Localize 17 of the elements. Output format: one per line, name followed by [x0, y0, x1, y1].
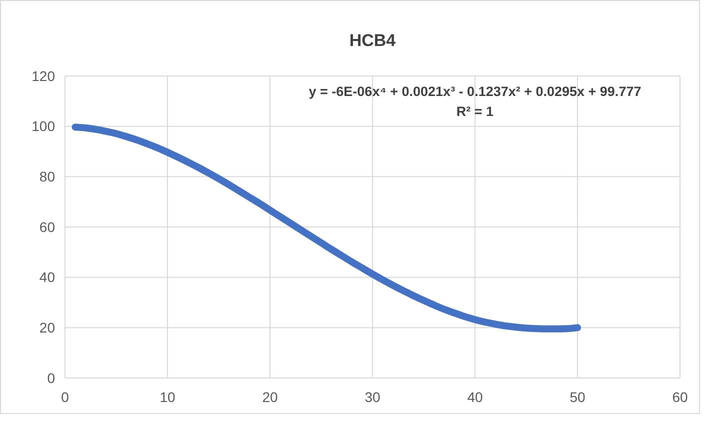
x-tick-label: 10	[160, 389, 176, 405]
x-tick-label: 30	[364, 389, 380, 405]
x-tick-label: 60	[672, 389, 688, 405]
y-tick-label: 120	[32, 68, 56, 84]
x-tick-label: 0	[61, 389, 70, 405]
x-tick-label: 50	[570, 389, 586, 405]
x-tick-label: 20	[262, 389, 278, 405]
x-tick-label: 40	[467, 389, 483, 405]
annotation: y = -6E-06x⁴ + 0.0021x³ - 0.1237x² + 0.0295x + 99.777	[308, 84, 642, 99]
y-tick-label: 60	[39, 218, 56, 235]
annotation: R² = 1	[456, 104, 494, 119]
y-tick-label: 40	[39, 269, 56, 286]
chart-title: HCB4	[349, 31, 396, 50]
y-tick-label: 80	[39, 168, 56, 185]
y-tick-label: 100	[32, 118, 56, 134]
y-tick-label: 0	[47, 370, 56, 386]
y-tick-label: 20	[39, 320, 56, 336]
